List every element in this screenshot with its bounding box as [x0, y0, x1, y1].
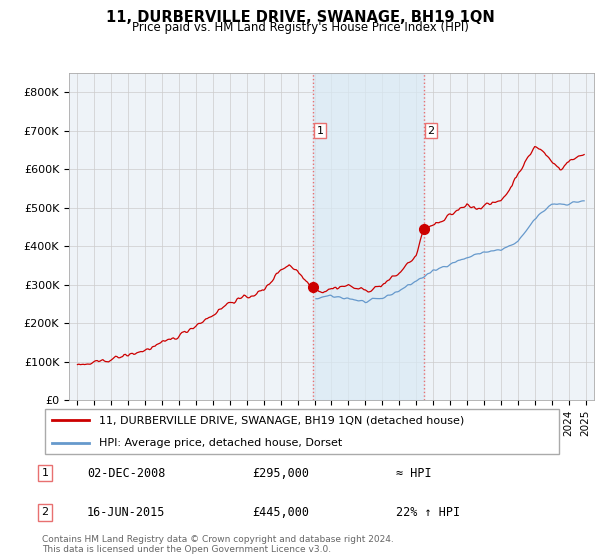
Text: HPI: Average price, detached house, Dorset: HPI: Average price, detached house, Dors… — [100, 438, 343, 448]
Text: 1: 1 — [317, 125, 323, 136]
Text: 2: 2 — [427, 125, 434, 136]
Text: ≈ HPI: ≈ HPI — [396, 466, 431, 480]
Text: 16-JUN-2015: 16-JUN-2015 — [87, 506, 166, 519]
Text: £445,000: £445,000 — [252, 506, 309, 519]
Text: Contains HM Land Registry data © Crown copyright and database right 2024.
This d: Contains HM Land Registry data © Crown c… — [42, 535, 394, 554]
Text: 22% ↑ HPI: 22% ↑ HPI — [396, 506, 460, 519]
Text: 1: 1 — [41, 468, 49, 478]
Text: 02-DEC-2008: 02-DEC-2008 — [87, 466, 166, 480]
Text: 2: 2 — [41, 507, 49, 517]
Text: 11, DURBERVILLE DRIVE, SWANAGE, BH19 1QN (detached house): 11, DURBERVILLE DRIVE, SWANAGE, BH19 1QN… — [100, 416, 464, 426]
Text: 11, DURBERVILLE DRIVE, SWANAGE, BH19 1QN: 11, DURBERVILLE DRIVE, SWANAGE, BH19 1QN — [106, 10, 494, 25]
Text: Price paid vs. HM Land Registry's House Price Index (HPI): Price paid vs. HM Land Registry's House … — [131, 21, 469, 34]
FancyBboxPatch shape — [44, 409, 559, 454]
Text: £295,000: £295,000 — [252, 466, 309, 480]
